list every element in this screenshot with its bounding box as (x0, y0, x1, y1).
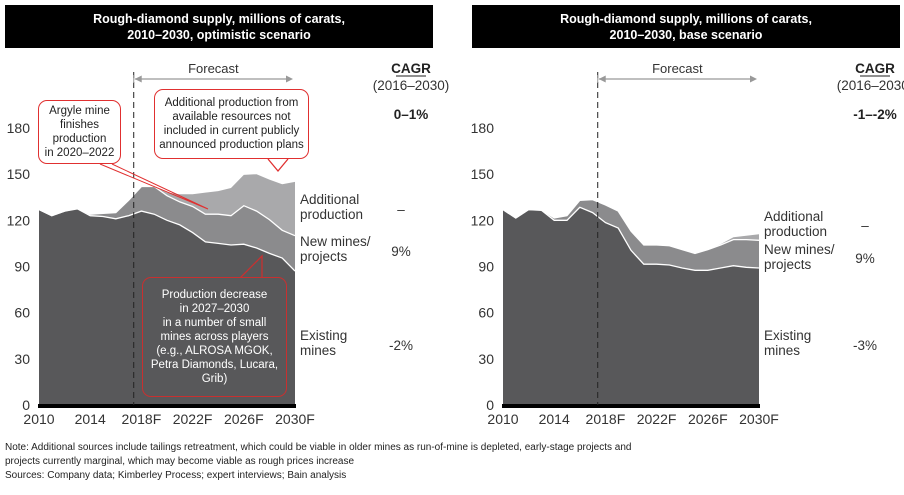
y-tick-label: 30 (14, 351, 30, 367)
area-existing-mines (503, 207, 759, 405)
series-label-line1: New mines/ (764, 242, 835, 257)
x-tick-label: 2014 (539, 411, 570, 427)
chart-title: Rough-diamond supply, millions of carats… (5, 5, 433, 48)
callout-line: in 2027–2030 (179, 303, 250, 315)
area-new-mines-projects (503, 199, 759, 271)
footnote-note-line1: Note: Additional sources include tailing… (5, 442, 632, 453)
callout-line: Petra Diamonds, Lucara, (150, 359, 279, 371)
y-tick-label: 150 (471, 166, 495, 182)
forecast-arrow-right-head (286, 75, 293, 83)
y-tick-label: 90 (478, 259, 494, 275)
chart-title-line2: 2010–2030, base scenario (609, 27, 763, 42)
series-cagr-value: 9% (391, 244, 411, 259)
y-tick-label: 120 (471, 212, 495, 228)
stacked-area-chart-base: 0 30 60 90 120 150 180 2010 2014 2018F 2022F 2026F 2… (471, 61, 904, 427)
series-label-line1: Existing (300, 328, 347, 343)
y-tick-label: 60 (14, 305, 30, 321)
series-label-line2: production (764, 224, 827, 239)
forecast-arrow-left-head (598, 75, 606, 83)
series-cagr-value: – (397, 202, 405, 217)
cagr-header: CAGR (391, 61, 431, 76)
callout-argyle: Argyle mine finishes production in 2020–… (38, 100, 121, 164)
y-tick-label: 90 (14, 259, 30, 275)
base-scenario-panel: Rough-diamond supply, millions of carats… (455, 0, 904, 430)
callout-line: production (52, 133, 107, 145)
x-tick-label: 2030F (739, 411, 779, 427)
x-tick-label: 2022F (173, 411, 213, 427)
callout-line: Argyle mine (49, 105, 110, 117)
callout-additional-production: Additional production from available res… (154, 89, 309, 159)
x-tick-label: 2018F (122, 411, 162, 427)
series-boundary-line (502, 206, 760, 271)
callout-line: in a number of small (162, 317, 267, 329)
footnote: Note: Additional sources include tailing… (5, 441, 895, 483)
x-tick-label: 2026F (224, 411, 264, 427)
series-label-line2: mines (300, 343, 336, 358)
y-tick-label: 180 (7, 120, 31, 136)
series-cagr-value: -3% (853, 338, 877, 353)
chart-title-line1: Rough-diamond supply, millions of carats… (560, 11, 812, 26)
callout-line: announced production plans (159, 139, 304, 151)
series-boundary-line (38, 185, 296, 237)
footnote-note-line2: projects currently marginal, which may b… (5, 456, 355, 467)
forecast-arrow-right-head (750, 75, 757, 83)
x-tick-label: 2010 (487, 411, 518, 427)
callout-line: Production decrease (161, 289, 268, 301)
x-tick-label: 2010 (23, 411, 54, 427)
series-label-line1: Existing (764, 328, 811, 343)
forecast-arrow-left-head (134, 75, 142, 83)
cagr-header: CAGR (855, 61, 895, 76)
x-tick-label: 2030F (275, 411, 315, 427)
cagr-period: (2016–2030) (837, 78, 904, 93)
area-new-mines-projects (39, 186, 295, 272)
callout-line: in 2020–2022 (44, 147, 115, 159)
callout-line: (e.g., ALROSA MGOK, (156, 345, 273, 357)
chart-title-line2: 2010–2030, optimistic scenario (127, 27, 311, 42)
forecast-label: Forecast (188, 61, 239, 76)
cagr-period: (2016–2030) (373, 78, 450, 93)
series-label-line2: projects (764, 257, 812, 272)
x-tick-label: 2026F (688, 411, 728, 427)
x-tick-label: 2018F (586, 411, 626, 427)
series-label-line1: Additional (300, 192, 359, 207)
optimistic-scenario-panel: Rough-diamond supply, millions of carats… (0, 0, 450, 430)
series-cagr-value: 9% (855, 251, 875, 266)
x-tick-label: 2022F (637, 411, 677, 427)
callout-line: finishes (60, 119, 99, 131)
series-label-line2: mines (764, 343, 800, 358)
series-label-line1: New mines/ (300, 234, 371, 249)
y-tick-label: 180 (471, 120, 495, 136)
series-label-line1: Additional (764, 209, 823, 224)
x-tick-label: 2014 (75, 411, 106, 427)
series-label-line2: production (300, 207, 363, 222)
forecast-label: Forecast (652, 61, 703, 76)
area-additional-production (39, 174, 295, 236)
y-tick-label: 120 (7, 212, 31, 228)
callout-production-decrease: Production decrease in 2027–2030 in a nu… (142, 277, 287, 397)
footnote-sources: Sources: Company data; Kimberley Process… (5, 470, 347, 481)
cagr-total-value: -1–-2% (853, 107, 897, 122)
series-label-line2: projects (300, 249, 348, 264)
callout-line: included in current publicly (163, 125, 300, 137)
y-tick-label: 30 (478, 351, 494, 367)
chart-title-line1: Rough-diamond supply, millions of carats… (93, 11, 345, 26)
callout-line: available resources not (172, 111, 291, 123)
y-tick-label: 60 (478, 305, 494, 321)
y-tick-label: 0 (486, 397, 494, 413)
callout-argyle-pointer (99, 163, 209, 210)
cagr-total-value: 0–1% (394, 107, 429, 122)
series-boundary-line (502, 198, 760, 255)
callout-line: Grib) (201, 373, 228, 385)
callout-decrease-pointer (239, 254, 263, 279)
callout-line: Additional production from (164, 97, 299, 109)
series-boundary-line (38, 208, 296, 272)
y-tick-label: 150 (7, 166, 31, 182)
y-tick-label: 0 (22, 397, 30, 413)
series-cagr-value: – (861, 218, 869, 233)
callout-additional-pointer (267, 158, 289, 173)
callout-line: mines across players (160, 331, 269, 343)
chart-title: Rough-diamond supply, millions of carats… (472, 5, 900, 48)
series-cagr-value: -2% (389, 338, 413, 353)
